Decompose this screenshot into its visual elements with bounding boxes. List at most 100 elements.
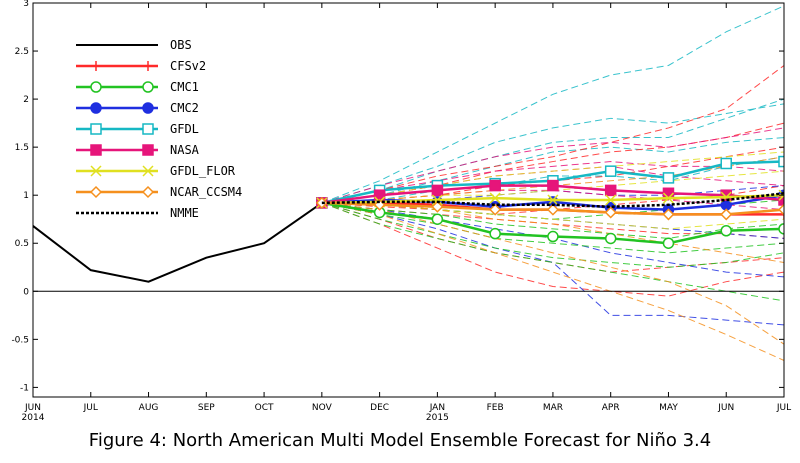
series-point-ncar-ccsm4 [546,203,559,216]
series-point-ncar-ccsm4 [720,208,733,221]
legend-entry-nasa: NASA [76,143,200,157]
series-point-ncar-ccsm4 [431,200,444,213]
y-tick-label: 3 [23,0,29,9]
series-point-gfdl-flor [662,192,674,204]
legend-marker-cmc1 [142,81,154,93]
ensemble-member-line-0 [321,5,784,204]
series-obs [33,202,323,283]
legend-marker-nasa [142,144,154,156]
legend-label-gfdl-flor: GFDL_FLOR [170,164,236,178]
series-point-nasa [431,184,444,197]
y-tick-label: -0.5 [11,335,29,345]
legend-label-obs: OBS [170,38,192,52]
legend-label-ncar-ccsm4: NCAR_CCSM4 [170,185,242,199]
y-tick-label: 1 [23,191,29,201]
series-point-nasa [604,184,617,197]
ensemble-member-line-12 [321,202,784,326]
legend-marker-cfsv2 [91,61,101,71]
x-tick-label: JAN [429,403,445,413]
ensemble-member-line-24 [321,127,784,204]
ensemble-member-line-2 [321,98,784,204]
x-tick-label: MAR [543,403,563,413]
x-tick-label: NOV [312,403,333,413]
legend-entry-ncar-ccsm4: NCAR_CCSM4 [76,185,242,199]
x-tick-label: APR [602,403,620,413]
x-tick-label: JUN [24,403,41,413]
legend-marker-nasa [90,144,102,156]
ensemble-member-line-18 [321,202,784,239]
x-tick-label: DEC [370,403,389,413]
legend-marker-ncar-ccsm4 [141,185,155,199]
ensemble-member-line-20 [321,202,784,302]
legend-marker-gfdl-flor [90,165,102,177]
plot-frame [32,2,785,398]
x-tick-label: AUG [139,403,159,413]
legend: OBS CFSv2 CMC1 CMC2 GFDL NASA GFDL_FLOR NCAR_CC… [76,38,242,220]
ensemble-member-line-5 [321,65,784,204]
series-point-cmc1 [720,225,732,237]
series-point-gfdl-flor [605,194,617,206]
legend-label-cmc2: CMC2 [170,101,199,115]
series-point-ncar-ccsm4 [777,203,784,216]
ensemble-member-line-9 [321,202,784,297]
series-point-cmc1 [431,213,444,225]
y-tick-label: 2 [23,95,29,105]
legend-entry-gfdl: GFDL [76,122,199,136]
figure-caption: Figure 4: North American Multi Model Ens… [88,430,712,451]
series-line-obs [33,202,323,283]
axes [32,2,785,398]
series-point-ncar-ccsm4 [662,208,675,221]
legend-marker-cmc2 [90,102,102,114]
series-point-gfdl [662,172,675,184]
legend-label-cmc1: CMC1 [170,80,199,94]
series-point-nasa [489,179,501,192]
ensemble-member-line-28 [321,202,784,361]
series-point-cmc1 [547,230,559,243]
legend-marker-cmc2 [142,102,154,114]
series-point-nasa [720,189,732,201]
nino34-forecast-chart: -1 -0.5 0 0.5 1 1.5 2 2.5 3 JUN JUL AUG SEP OCT NOV DEC… [11,0,791,423]
legend-marker-gfdl [90,123,102,135]
series-point-ncar-ccsm4 [315,196,328,209]
x-tick-label: JUN [717,403,734,413]
series-point-gfdl-flor [431,194,443,206]
y-tick-label: 2.5 [15,47,29,57]
series-point-cmc1 [778,223,784,235]
legend-marker-gfdl-flor [142,165,154,177]
series-point-ncar-ccsm4 [604,206,617,219]
tick-labels: -1 -0.5 0 0.5 1 1.5 2 2.5 3 JUN JUL AUG SEP OCT NOV DEC… [11,0,791,423]
legend-entry-gfdl-flor: GFDL_FLOR [76,164,236,178]
x-tick-label: JUL [776,403,791,413]
series-point-gfdl-flor [489,192,501,204]
legend-entry-cmc1: CMC1 [76,80,199,94]
x-year-label: 2015 [426,413,449,423]
legend-label-gfdl: GFDL [170,122,199,136]
y-tick-label: 0 [23,287,29,297]
series-point-cmc1 [604,232,617,245]
series-point-gfdl-flor [778,189,784,201]
series-point-cfsv2 [779,209,784,220]
series-nasa [316,179,784,209]
ensemble-member-line-10 [321,202,784,273]
y-tick-label: 1.5 [15,143,29,153]
x-tick-label: MAY [659,403,678,413]
model-series [33,155,784,283]
series-point-cmc1 [662,237,675,249]
series-point-nasa [547,179,559,192]
legend-label-cfsv2: CFSv2 [170,59,206,73]
y-tick-label: -1 [20,383,29,393]
legend-label-nasa: NASA [170,143,200,157]
series-line-nmme [321,192,784,208]
legend-entry-obs: OBS [76,38,192,52]
series-nmme [321,192,784,208]
ensemble-member-line-21 [321,161,784,204]
y-tick-label: 0.5 [15,239,29,249]
x-tick-label: OCT [255,403,274,413]
legend-marker-cfsv2 [143,61,153,71]
legend-label-nmme: NMME [170,206,199,220]
ensemble-member-line-16 [321,202,784,268]
series-point-gfdl [720,157,732,170]
legend-entry-cfsv2: CFSv2 [76,59,206,73]
x-tick-label: SEP [198,403,215,413]
legend-marker-gfdl [142,123,154,135]
